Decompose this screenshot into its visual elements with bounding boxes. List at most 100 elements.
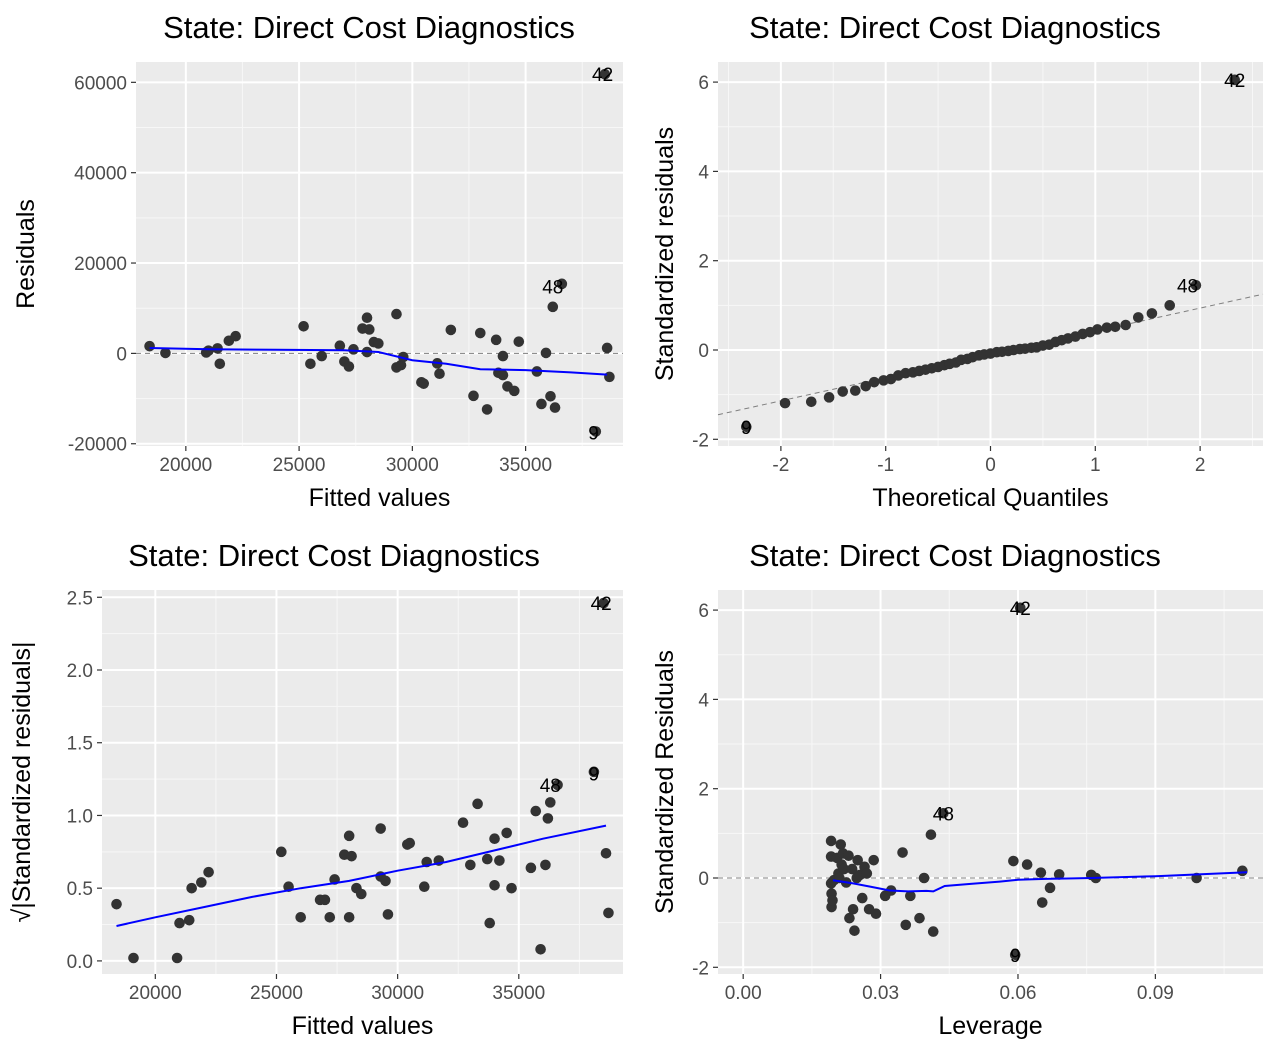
- data-point: [324, 911, 336, 923]
- x-tick-label: 35000: [499, 455, 552, 476]
- data-point: [1146, 308, 1158, 319]
- y-tick-label: 2.5: [67, 588, 93, 609]
- data-point: [489, 833, 500, 845]
- point-label: 9: [589, 764, 600, 785]
- data-point: [343, 911, 355, 923]
- point-label: 48: [542, 278, 563, 299]
- data-point: [1120, 319, 1132, 331]
- data-point: [549, 402, 561, 413]
- x-tick-label: 0: [985, 455, 996, 476]
- data-point: [601, 342, 613, 354]
- data-point: [111, 898, 122, 910]
- data-point: [927, 926, 939, 937]
- y-tick-label: 0.0: [67, 952, 93, 973]
- point-label: 48: [540, 776, 561, 797]
- chart-title: State: Direct Cost Diagnostics: [128, 538, 540, 573]
- data-point: [481, 853, 493, 865]
- data-point: [343, 830, 355, 842]
- y-tick-label: 2: [698, 252, 709, 273]
- x-tick-label: 35000: [492, 983, 545, 1004]
- data-point: [501, 827, 512, 839]
- data-point: [364, 324, 375, 335]
- data-point: [905, 890, 916, 902]
- data-point: [856, 892, 868, 904]
- data-point: [868, 854, 880, 866]
- x-axis-label: Fitted values: [292, 1012, 434, 1040]
- x-tick-label: 1: [1090, 455, 1101, 476]
- plot-background: [718, 590, 1263, 974]
- x-tick-label: 0.00: [725, 983, 762, 1004]
- data-point: [434, 368, 445, 380]
- data-point: [827, 895, 838, 906]
- data-point: [1109, 321, 1121, 333]
- data-point: [847, 903, 859, 915]
- smooth-line: [149, 347, 608, 376]
- y-tick-label: 1.5: [67, 734, 93, 755]
- data-point: [391, 308, 402, 320]
- data-point: [316, 350, 328, 362]
- data-point: [465, 859, 476, 871]
- y-tick-label: 4: [698, 690, 709, 711]
- data-point: [603, 907, 614, 919]
- data-point: [852, 854, 863, 866]
- data-point: [823, 392, 835, 403]
- data-point: [1101, 322, 1113, 333]
- panel-residuals-vs-fitted: 20000 25000 30000 35000 -20000 0 20000 40000 600…: [12, 10, 623, 512]
- point-label: 9: [588, 423, 599, 444]
- x-tick-label: 25000: [273, 455, 326, 476]
- data-point: [918, 872, 930, 884]
- data-point: [490, 334, 502, 346]
- data-point: [600, 847, 612, 859]
- y-tick-label: 0: [698, 869, 709, 890]
- y-tick-label: -20000: [68, 435, 127, 456]
- data-point: [375, 823, 386, 834]
- data-point: [914, 912, 925, 924]
- x-tick-label: 2: [1195, 455, 1206, 476]
- data-point: [825, 835, 837, 847]
- y-tick-label: -2: [692, 958, 709, 979]
- point-label: 42: [591, 594, 612, 615]
- plot-background: [136, 62, 623, 446]
- data-point: [214, 358, 226, 370]
- data-point: [846, 863, 858, 875]
- data-point: [599, 68, 611, 80]
- data-point: [319, 894, 331, 906]
- x-tick-label: -2: [772, 455, 789, 476]
- data-point: [1229, 74, 1241, 86]
- data-point: [779, 397, 791, 409]
- data-point: [489, 879, 500, 891]
- data-point: [843, 850, 854, 861]
- data-point: [418, 881, 430, 893]
- data-point: [295, 911, 307, 923]
- data-point: [849, 385, 861, 396]
- y-tick-label: 4: [698, 162, 709, 183]
- y-axis-label: Standardized Residuals: [651, 650, 679, 914]
- y-tick-label: 0: [116, 344, 127, 365]
- data-point: [1008, 855, 1019, 867]
- data-point: [203, 345, 214, 356]
- y-axis-label: √|Standardized residuals|: [8, 641, 36, 922]
- data-point: [1044, 882, 1056, 894]
- data-point: [373, 338, 384, 349]
- data-point: [305, 358, 316, 370]
- data-point: [925, 829, 937, 840]
- data-point: [361, 312, 373, 323]
- y-tick-label: -2: [692, 430, 709, 451]
- point-label: 42: [1010, 599, 1031, 620]
- data-point: [938, 807, 949, 819]
- data-point: [468, 390, 479, 402]
- data-point: [298, 320, 309, 332]
- data-point: [513, 336, 525, 347]
- data-point: [183, 914, 195, 926]
- x-tick-label: 0.03: [862, 983, 899, 1004]
- data-point: [837, 386, 849, 397]
- point-label: 42: [592, 65, 613, 86]
- data-point: [497, 369, 509, 381]
- data-point: [1132, 312, 1144, 323]
- data-point: [276, 846, 287, 858]
- panel-normal-qq: -2 -1 0 1 2 -2 0 2 4 6 42 48 9 State: Direct Cost Dia…: [651, 10, 1264, 512]
- data-point: [196, 877, 207, 888]
- y-axis-label: Residuals: [12, 199, 40, 309]
- panel-scale-location: 20000 25000 30000 35000 0.0 0.5 1.0 1.5 2.0 2.5 42…: [8, 538, 623, 1040]
